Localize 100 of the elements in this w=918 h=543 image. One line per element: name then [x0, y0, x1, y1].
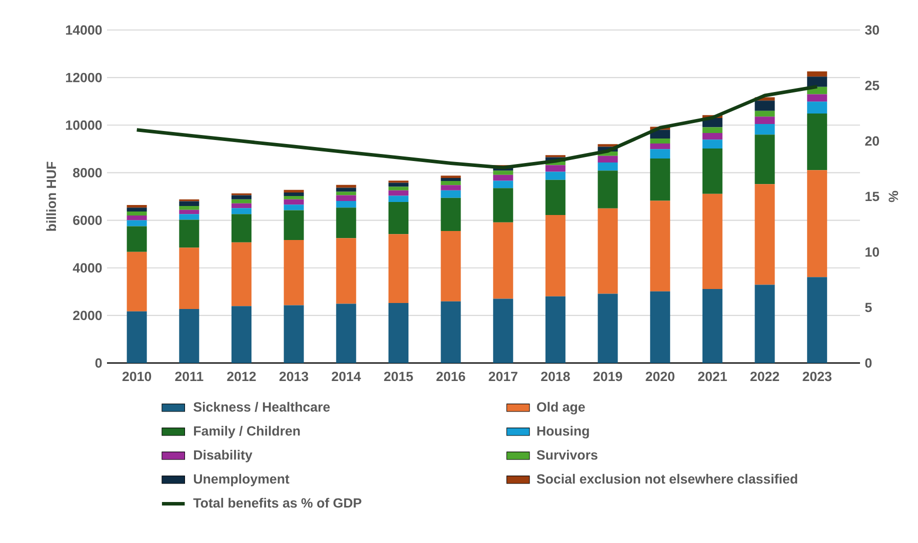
x-tick-label: 2016 — [436, 372, 466, 382]
bar — [231, 306, 252, 363]
bar — [702, 148, 722, 194]
bar — [126, 226, 147, 252]
bar — [126, 311, 147, 363]
y2-tick-label: 10 — [866, 247, 880, 257]
bar — [231, 214, 252, 242]
bar — [231, 242, 252, 306]
bar — [440, 181, 461, 186]
bar — [440, 190, 461, 198]
y-tick-label: 10000 — [66, 120, 102, 130]
y-tick-label: 4000 — [72, 263, 102, 273]
y2-tick-label: 30 — [865, 25, 880, 35]
bar — [284, 196, 304, 200]
bar — [545, 180, 566, 216]
bar — [440, 198, 461, 231]
bar — [650, 149, 670, 158]
bar — [126, 220, 147, 226]
bar — [807, 71, 828, 77]
bar — [388, 190, 408, 196]
x-tick-label: 2018 — [541, 372, 570, 382]
y-tick-label: 2000 — [73, 310, 102, 320]
x-tick-label: 2010 — [122, 372, 152, 382]
legend-label: Total benefits as % of GDP — [193, 498, 362, 508]
bar — [179, 206, 200, 210]
legend-label: Housing — [537, 426, 589, 438]
bar — [126, 205, 147, 208]
bar — [493, 174, 514, 181]
bar — [284, 240, 304, 306]
y2-tick-label: 25 — [865, 80, 880, 90]
bar — [388, 196, 408, 202]
x-tick-label: 2019 — [593, 372, 622, 382]
bar — [754, 284, 775, 363]
legend-label: Family / Children — [194, 426, 300, 438]
y2-tick-label: 15 — [866, 192, 880, 202]
bar — [388, 303, 408, 363]
bar — [388, 202, 408, 234]
bar — [598, 294, 618, 363]
x-tick-label: 2022 — [750, 372, 780, 382]
x-tick-label: 2020 — [646, 372, 674, 382]
bar — [179, 220, 200, 248]
bar — [336, 195, 356, 202]
bar — [336, 304, 356, 363]
bar — [702, 140, 722, 148]
bar — [598, 208, 618, 294]
bar — [702, 194, 722, 290]
x-tick-label: 2014 — [332, 372, 361, 382]
bar — [754, 100, 775, 111]
bar — [284, 199, 304, 205]
bar — [754, 134, 775, 184]
bar — [126, 216, 147, 220]
legend-label: Unemployment — [194, 474, 290, 486]
bar — [336, 201, 356, 208]
y2-tick-label: 5 — [865, 302, 872, 312]
y-tick-label: 6000 — [73, 216, 102, 225]
bar — [754, 116, 775, 124]
x-tick-label: 2017 — [488, 372, 518, 382]
bar — [807, 170, 828, 278]
legend-label: Disability — [194, 450, 252, 462]
bar — [388, 182, 408, 187]
bar — [388, 234, 408, 304]
bar — [179, 210, 200, 214]
legend-label: Social exclusion not elsewhere classified — [536, 474, 798, 484]
y-tick-label: 14000 — [66, 25, 102, 35]
bar — [545, 172, 566, 180]
x-tick-label: 2012 — [227, 372, 256, 382]
bar — [702, 289, 722, 363]
bar — [388, 186, 408, 190]
bar — [231, 203, 252, 208]
bar — [336, 238, 356, 304]
bar — [284, 190, 304, 192]
x-tick-label: 2021 — [698, 372, 727, 382]
bar — [179, 201, 200, 206]
legend-label: Sickness / Healthcare — [194, 402, 330, 412]
bar — [754, 124, 775, 135]
bar — [336, 188, 356, 192]
line-series — [135, 84, 819, 170]
x-tick-label: 2011 — [175, 372, 204, 382]
bar — [493, 298, 514, 363]
bar — [231, 195, 252, 200]
bar — [754, 184, 775, 285]
bar — [440, 301, 461, 363]
bar — [179, 309, 200, 363]
bar — [807, 277, 828, 363]
bar — [545, 215, 566, 296]
bar — [807, 76, 828, 87]
bar — [336, 192, 356, 196]
bar — [493, 222, 514, 299]
bar — [650, 158, 670, 201]
x-tick-label: 2015 — [384, 372, 413, 382]
bar — [126, 211, 147, 216]
bar — [493, 180, 514, 188]
bar — [231, 199, 252, 204]
bar — [807, 94, 828, 102]
y2-axis-title: % — [888, 190, 898, 202]
bar — [754, 110, 775, 117]
bar — [440, 230, 461, 302]
x-tick-label: 2013 — [279, 372, 308, 382]
bar — [179, 248, 200, 310]
bar — [284, 210, 304, 240]
